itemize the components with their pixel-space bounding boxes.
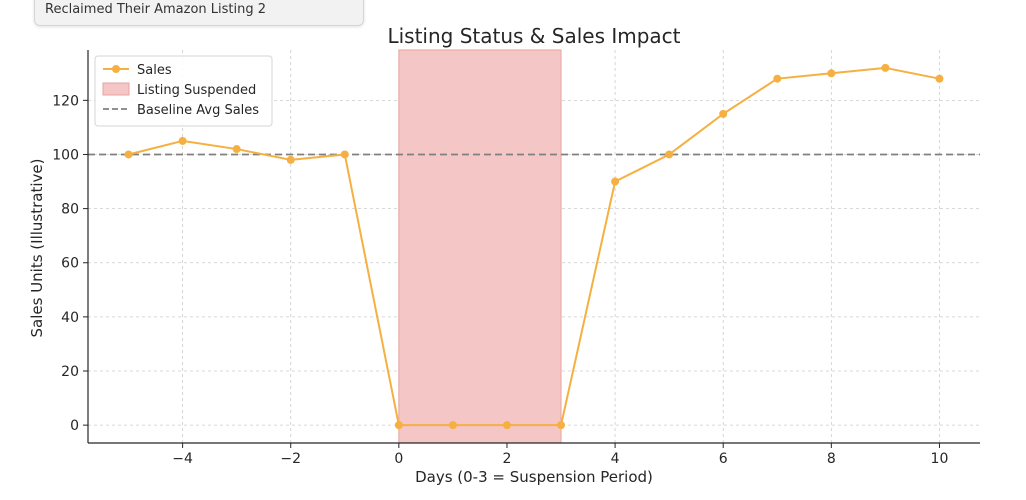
- sales-point: [827, 69, 836, 78]
- sales-line: [128, 66, 940, 427]
- sales-point: [719, 109, 728, 118]
- x-tick-label: −2: [280, 451, 301, 467]
- sales-point: [232, 145, 241, 154]
- chart-title: Listing Status & Sales Impact: [387, 24, 680, 48]
- legend-baseline-label: Baseline Avg Sales: [137, 103, 259, 118]
- sales-point: [394, 421, 403, 430]
- x-tick-label: 4: [611, 451, 620, 467]
- y-tick-label: 0: [70, 418, 79, 434]
- sales-point: [178, 136, 187, 145]
- sales-point: [340, 150, 349, 159]
- sales-point: [286, 155, 295, 164]
- y-tick-label: 80: [61, 202, 79, 218]
- sales-point: [124, 150, 133, 159]
- legend-box: [94, 55, 273, 127]
- legend-sales-marker: [112, 65, 120, 73]
- x-tick-label: 8: [827, 451, 836, 467]
- x-tick-label: 6: [719, 451, 728, 467]
- sales-point: [557, 421, 566, 430]
- tab-label[interactable]: Reclaimed Their Amazon Listing 2: [34, 0, 364, 26]
- y-tick-label: 20: [61, 364, 79, 380]
- legend-span-label: Listing Suspended: [137, 83, 256, 98]
- sales-point: [665, 150, 674, 159]
- x-tick-label: 10: [931, 451, 949, 467]
- sales-point: [448, 421, 457, 430]
- x-tick-label: 0: [394, 451, 403, 467]
- suspension-span: [398, 49, 562, 444]
- y-tick-label: 40: [61, 310, 79, 326]
- legend-span-swatch: [102, 82, 130, 96]
- y-axis-label: Sales Units (Illustrative): [28, 159, 46, 338]
- x-axis-label: Days (0-3 = Suspension Period): [415, 468, 653, 486]
- x-tick-label: 2: [503, 451, 512, 467]
- x-tick-label: −4: [172, 451, 193, 467]
- legend-sales-label: Sales: [137, 63, 172, 78]
- y-tick-label: 100: [52, 147, 79, 163]
- y-tick-label: 120: [52, 93, 79, 109]
- sales-point: [611, 177, 620, 186]
- sales-point: [935, 74, 944, 83]
- sales-point: [773, 74, 782, 83]
- sales-point: [502, 421, 511, 430]
- y-tick-label: 60: [61, 256, 79, 272]
- sales-point: [881, 63, 890, 72]
